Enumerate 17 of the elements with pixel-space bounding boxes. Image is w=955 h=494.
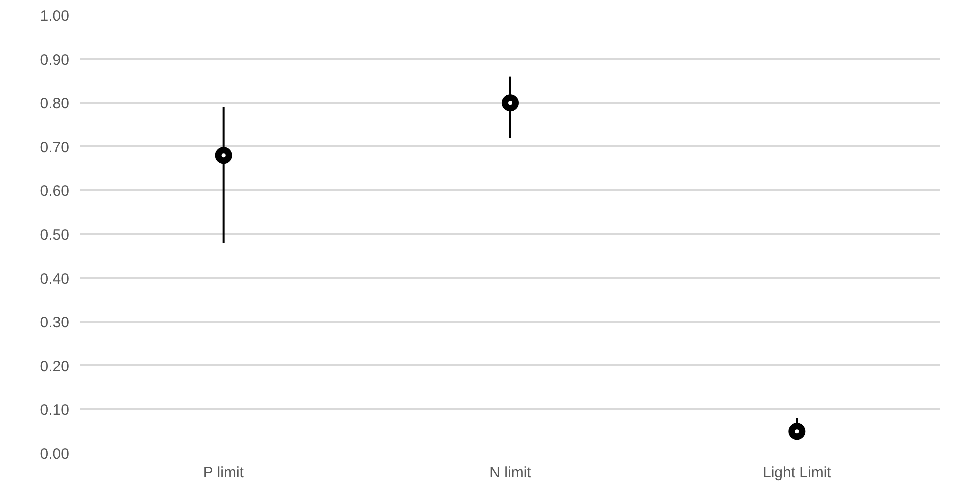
y-tick-label: 0.60 (40, 183, 70, 200)
y-tick-label: 0.70 (40, 139, 70, 156)
y-tick-label: 0.40 (40, 270, 70, 288)
y-tick-label: 0.80 (40, 96, 70, 113)
y-tick-label: 0.10 (40, 402, 70, 420)
y-tick-label: 0.90 (40, 52, 70, 69)
point (788, 423, 806, 440)
x-tick-label: Light Limit (762, 464, 832, 482)
y-tick-label: 0.30 (40, 314, 70, 332)
point (502, 94, 519, 112)
x-tick-label: P limit (203, 464, 245, 482)
y-tick-label: 0.20 (40, 358, 70, 376)
y-tick-label: 1.00 (40, 8, 70, 25)
point (215, 147, 232, 164)
x-tick-label: N limit (490, 464, 532, 482)
y-tick-label: 0.00 (40, 446, 70, 463)
y-tick-label: 0.50 (40, 227, 70, 244)
